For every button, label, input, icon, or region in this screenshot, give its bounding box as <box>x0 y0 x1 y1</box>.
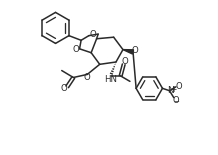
Text: N: N <box>167 86 174 95</box>
Text: O: O <box>122 58 129 66</box>
Text: O: O <box>72 45 79 54</box>
Text: O: O <box>172 96 179 105</box>
Text: O: O <box>61 84 68 93</box>
Text: O: O <box>83 73 90 82</box>
Polygon shape <box>123 50 133 54</box>
Text: −: − <box>174 99 179 105</box>
Text: O: O <box>89 30 96 39</box>
Text: +: + <box>171 85 177 94</box>
Text: HN: HN <box>104 75 117 84</box>
Text: O: O <box>175 82 182 91</box>
Text: O: O <box>131 46 138 55</box>
